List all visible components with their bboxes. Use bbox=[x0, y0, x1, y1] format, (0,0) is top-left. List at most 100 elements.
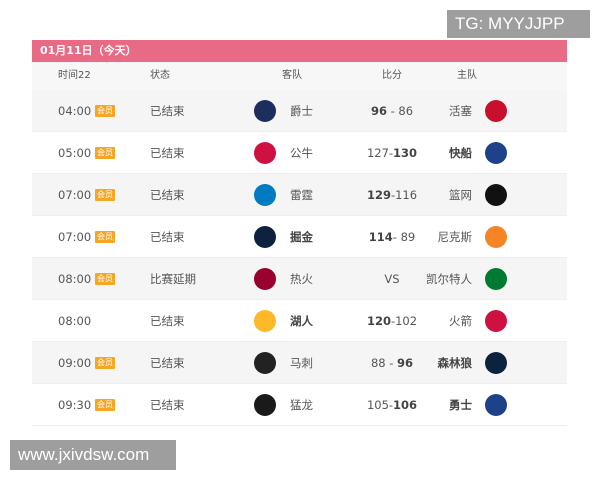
game-time: 07:00 bbox=[58, 230, 92, 244]
watermark-top: TG: MYYJJPP bbox=[447, 10, 590, 38]
knicks-logo-icon bbox=[485, 226, 507, 248]
game-time: 07:00 bbox=[58, 188, 92, 202]
home-team[interactable]: 尼克斯 bbox=[437, 230, 473, 244]
away-score: 127 bbox=[366, 146, 389, 160]
away-team[interactable]: 猛龙 bbox=[290, 398, 313, 412]
score-separator: - bbox=[388, 146, 394, 160]
home-score: 86 bbox=[398, 104, 414, 118]
away-team[interactable]: 雷霆 bbox=[290, 188, 313, 202]
home-team[interactable]: 快船 bbox=[449, 146, 472, 160]
col-score: 比分 bbox=[382, 70, 402, 81]
home-score: 102 bbox=[395, 314, 418, 328]
date-header: 01月11日（今天） bbox=[32, 40, 567, 62]
game-time: 09:00 bbox=[58, 356, 92, 370]
timberwolves-logo-icon bbox=[485, 352, 507, 374]
game-row[interactable]: 07:00 会员 已结束 雷霆 129-116 篮网 bbox=[32, 174, 567, 216]
col-home: 主队 bbox=[457, 70, 477, 81]
col-time: 时间22 bbox=[58, 70, 91, 81]
member-badge: 会员 bbox=[95, 105, 115, 117]
game-status: 已结束 bbox=[150, 356, 185, 370]
score-separator: - bbox=[392, 230, 401, 244]
away-team[interactable]: 马刺 bbox=[290, 356, 313, 370]
away-team[interactable]: 爵士 bbox=[290, 104, 313, 118]
home-team[interactable]: 凯尔特人 bbox=[426, 272, 472, 286]
away-score: 105 bbox=[366, 398, 389, 412]
home-score: 96 bbox=[397, 356, 414, 370]
member-badge: 会员 bbox=[95, 399, 115, 411]
game-status: 已结束 bbox=[150, 146, 185, 160]
spurs-logo-icon bbox=[254, 352, 276, 374]
score-separator: - bbox=[390, 188, 396, 202]
member-badge: 会员 bbox=[95, 147, 115, 159]
away-team[interactable]: 热火 bbox=[290, 272, 313, 286]
game-time: 08:00 bbox=[58, 272, 92, 286]
schedule-table: 01月11日（今天） 时间22 状态 客队 比分 主队 04:00 会员 已结束 爵士… bbox=[32, 40, 567, 426]
home-score: 116 bbox=[395, 188, 418, 202]
home-team[interactable]: 森林狼 bbox=[437, 356, 473, 370]
celtics-logo-icon bbox=[485, 268, 507, 290]
home-team[interactable]: 火箭 bbox=[449, 314, 472, 328]
score: 96 - 86 bbox=[342, 90, 442, 132]
game-row[interactable]: 05:00 会员 已结束 公牛 127-130 快船 bbox=[32, 132, 567, 174]
score: 114- 89 bbox=[342, 216, 442, 258]
away-team[interactable]: 湖人 bbox=[290, 314, 313, 328]
home-score: 89 bbox=[400, 230, 416, 244]
game-status: 已结束 bbox=[150, 188, 185, 202]
home-score: 130 bbox=[393, 146, 418, 160]
game-time: 05:00 bbox=[58, 146, 92, 160]
away-team[interactable]: 掘金 bbox=[290, 230, 313, 244]
warriors-logo-icon bbox=[485, 394, 507, 416]
jazz-logo-icon bbox=[254, 100, 276, 122]
score: 88 - 96 bbox=[342, 342, 442, 384]
score: 105-106 bbox=[342, 384, 442, 426]
score-separator: - bbox=[385, 356, 398, 370]
game-row[interactable]: 09:30 会员 已结束 猛龙 105-106 勇士 bbox=[32, 384, 567, 426]
heat-logo-icon bbox=[254, 268, 276, 290]
game-row[interactable]: 09:00 会员 已结束 马刺 88 - 96 森林狼 bbox=[32, 342, 567, 384]
away-score: 96 bbox=[370, 104, 387, 118]
home-team[interactable]: 勇士 bbox=[449, 398, 472, 412]
away-score: 120 bbox=[366, 314, 391, 328]
away-team[interactable]: 公牛 bbox=[290, 146, 313, 160]
away-score: VS bbox=[384, 272, 400, 286]
game-status: 已结束 bbox=[150, 230, 185, 244]
home-team[interactable]: 活塞 bbox=[449, 104, 472, 118]
game-time: 09:30 bbox=[58, 398, 92, 412]
game-time: 08:00 bbox=[58, 314, 92, 328]
game-status: 比赛延期 bbox=[150, 272, 196, 286]
member-badge: 会员 bbox=[95, 357, 115, 369]
score: VS bbox=[342, 258, 442, 300]
bulls-logo-icon bbox=[254, 142, 276, 164]
game-row[interactable]: 08:00 已结束 湖人 120-102 火箭 bbox=[32, 300, 567, 342]
raptors-logo-icon bbox=[254, 394, 276, 416]
watermark-bottom: www.jxivdsw.com bbox=[10, 440, 176, 470]
game-time: 04:00 bbox=[58, 104, 92, 118]
away-score: 129 bbox=[366, 188, 391, 202]
score: 127-130 bbox=[342, 132, 442, 174]
thunder-logo-icon bbox=[254, 184, 276, 206]
clippers-logo-icon bbox=[485, 142, 507, 164]
member-badge: 会员 bbox=[95, 189, 115, 201]
away-score: 114 bbox=[368, 230, 393, 244]
game-row[interactable]: 08:00 会员 比赛延期 热火 VS 凯尔特人 bbox=[32, 258, 567, 300]
col-status: 状态 bbox=[150, 70, 170, 81]
score: 129-116 bbox=[342, 174, 442, 216]
game-status: 已结束 bbox=[150, 314, 185, 328]
column-header-row: 时间22 状态 客队 比分 主队 bbox=[32, 62, 567, 90]
game-status: 已结束 bbox=[150, 104, 185, 118]
rockets-logo-icon bbox=[485, 310, 507, 332]
score: 120-102 bbox=[342, 300, 442, 342]
game-row[interactable]: 07:00 会员 已结束 掘金 114- 89 尼克斯 bbox=[32, 216, 567, 258]
member-badge: 会员 bbox=[95, 273, 115, 285]
score-separator: - bbox=[388, 398, 394, 412]
pistons-logo-icon bbox=[485, 100, 507, 122]
score-separator: - bbox=[390, 314, 396, 328]
game-row[interactable]: 04:00 会员 已结束 爵士 96 - 86 活塞 bbox=[32, 90, 567, 132]
nuggets-logo-icon bbox=[254, 226, 276, 248]
game-status: 已结束 bbox=[150, 398, 185, 412]
nets-logo-icon bbox=[485, 184, 507, 206]
col-away: 客队 bbox=[282, 70, 302, 81]
home-team[interactable]: 篮网 bbox=[449, 188, 472, 202]
lakers-logo-icon bbox=[254, 310, 276, 332]
score-separator: - bbox=[386, 104, 399, 118]
